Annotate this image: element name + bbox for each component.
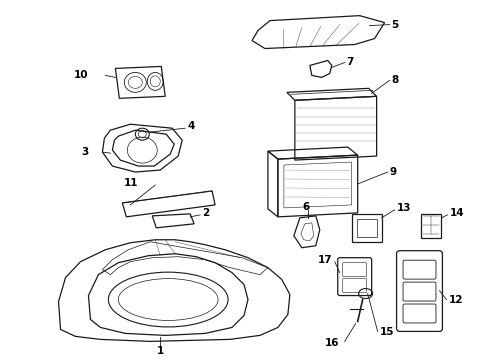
Text: 4: 4 [187, 121, 195, 131]
Text: 17: 17 [318, 255, 333, 265]
Text: 14: 14 [449, 208, 464, 218]
Text: 1: 1 [157, 346, 164, 356]
Text: 7: 7 [347, 58, 354, 67]
Text: 15: 15 [380, 327, 394, 337]
Text: 12: 12 [448, 294, 463, 305]
Text: 3: 3 [81, 147, 89, 157]
Text: 6: 6 [302, 202, 310, 212]
Text: 10: 10 [74, 71, 89, 80]
Text: 5: 5 [392, 19, 399, 30]
Text: 8: 8 [392, 75, 399, 85]
Text: 16: 16 [325, 338, 340, 348]
Text: 13: 13 [396, 203, 411, 213]
Text: 9: 9 [390, 167, 397, 177]
Text: 11: 11 [124, 178, 138, 188]
Text: 2: 2 [202, 208, 209, 218]
